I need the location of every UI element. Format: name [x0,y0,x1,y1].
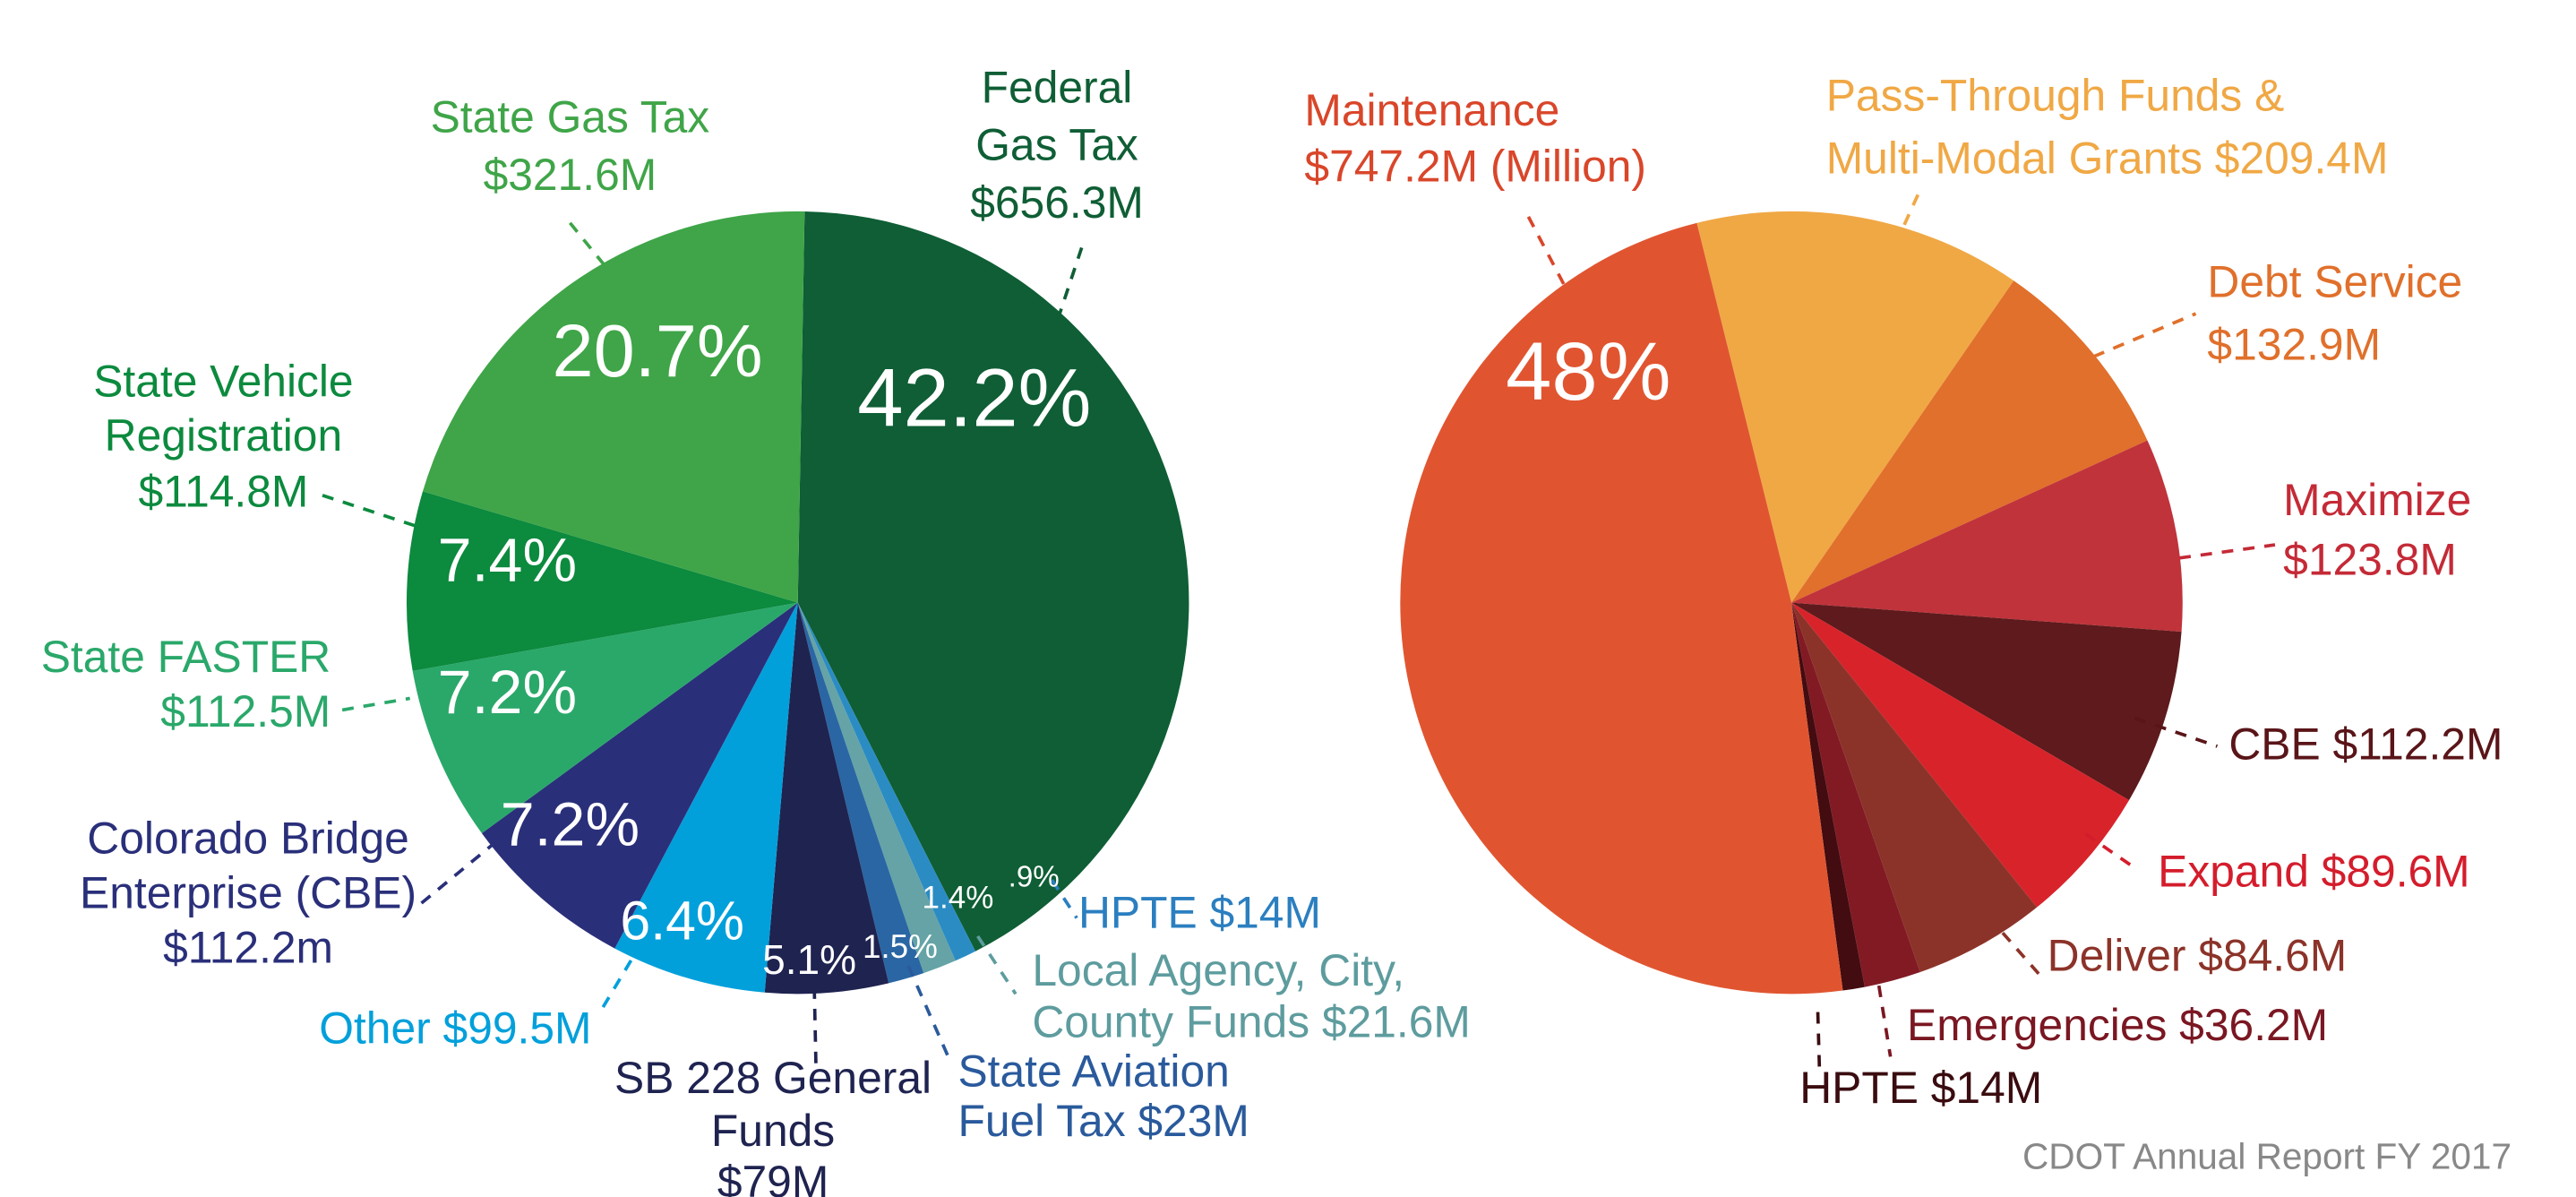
slice-label: Debt Service [2207,257,2462,307]
leader-line [420,840,497,905]
percent-label: 7.2% [501,790,640,858]
leader-line [2134,716,2219,748]
pie-slice [406,491,798,671]
slice-label: $79M [717,1157,829,1197]
leader-line [2001,931,2040,976]
slice-label: State Gas Tax [431,91,710,142]
slice-label: State FASTER [41,632,331,682]
leader-line [1876,985,1893,1057]
pie-slice [1696,211,2014,603]
percent-label: 5.1% [762,936,856,983]
slice-label: HPTE $14M [1078,888,1321,938]
leader-line [1055,246,1084,323]
leader-line [568,221,630,296]
percent-label: 20.7% [553,309,763,392]
slice-label: $656.3M [970,177,1144,228]
leader-line [341,696,410,712]
slice-label: Emergencies $36.2M [1907,1000,2328,1050]
slice-label: Registration [105,410,342,461]
revenue-pie: Federal Gas Tax $656.3M 42.2% HPTE $14M .9% Lo… [41,62,1471,1197]
slice-label: Colorado Bridge [87,814,409,864]
source-footer: CDOT Annual Report FY 2017 [2022,1136,2512,1177]
slice-label: $132.9M [2207,320,2381,370]
leader-line [1050,879,1078,919]
pie-slice [1400,222,1843,995]
slice-label: Expand $89.6M [2158,847,2470,897]
slice-label: CBE $112.2M [2228,719,2503,770]
pie-slice [1791,280,2148,603]
slice-label: $123.8M [2283,534,2457,584]
expenditure-pie: Pass-Through Funds & Multi-Modal Grants $… [1304,70,2503,1112]
pie-slice [797,602,956,974]
slice-label: Maintenance [1304,85,1559,135]
slice-label: Gas Tax [975,120,1138,170]
percent-label: 7.4% [438,527,577,595]
percent-label: 1.5% [863,928,938,965]
slice-label: Pass-Through Funds & [1826,70,2285,120]
slice-label: HPTE $14M [1799,1063,2042,1113]
pie-slice [797,602,924,984]
leader-line [812,986,818,1065]
slice-label: $114.8M [138,467,308,517]
percent-label: 42.2% [857,351,1091,443]
pie-slice [412,602,798,834]
leader-line [906,965,951,1061]
pie-slice [764,602,889,995]
slice-label: Maximize [2283,475,2471,525]
slice-label: Enterprise (CBE) [80,868,416,918]
slice-label: Multi-Modal Grants $209.4M [1826,133,2389,183]
percent-label: 48% [1506,325,1670,418]
slice-label: $112.5M [160,686,331,736]
slice-label: Federal [982,62,1133,112]
pie-slice [1791,602,2038,973]
leader-line [601,956,635,1009]
pie-slice [797,211,1189,952]
pie-slice [797,602,976,961]
slice-label: Funds [711,1106,835,1156]
slice-label: Other $99.5M [319,1003,591,1054]
slice-label: Local Agency, City, [1032,945,1404,995]
percent-label: .9% [1009,861,1060,894]
slice-label: County Funds $21.6M [1032,996,1470,1046]
leader-line [322,494,434,534]
slice-label: SB 228 General [614,1053,932,1103]
pie-slice [1791,440,2183,633]
leader-line [2092,312,2197,358]
pie-slice [1791,602,2130,908]
pie-slice [1791,602,1920,987]
pie-slice [481,602,798,949]
slice-label: Deliver $84.6M [2048,931,2348,981]
leader-line [976,934,1018,995]
pie-slice [1791,602,1865,991]
leader-line [1816,1012,1822,1071]
leader-line [1525,213,1566,285]
percent-label: 7.2% [438,659,577,727]
slice-label: $112.2m [163,922,333,972]
leader-line [2178,543,2276,560]
slice-label: $747.2M (Million) [1304,142,1646,192]
percent-label: 6.4% [620,891,744,952]
pie-slice [1791,602,2182,801]
percent-label: 1.4% [923,881,994,916]
slice-label: State Vehicle [93,356,353,406]
slice-label: State Aviation [957,1046,1229,1097]
pie-slice [422,211,805,603]
pie-slice [614,602,798,993]
slice-label: $321.6M [484,150,657,200]
leader-line [2084,832,2140,872]
leader-line [1893,189,1922,245]
slice-label: Fuel Tax $23M [957,1096,1249,1146]
